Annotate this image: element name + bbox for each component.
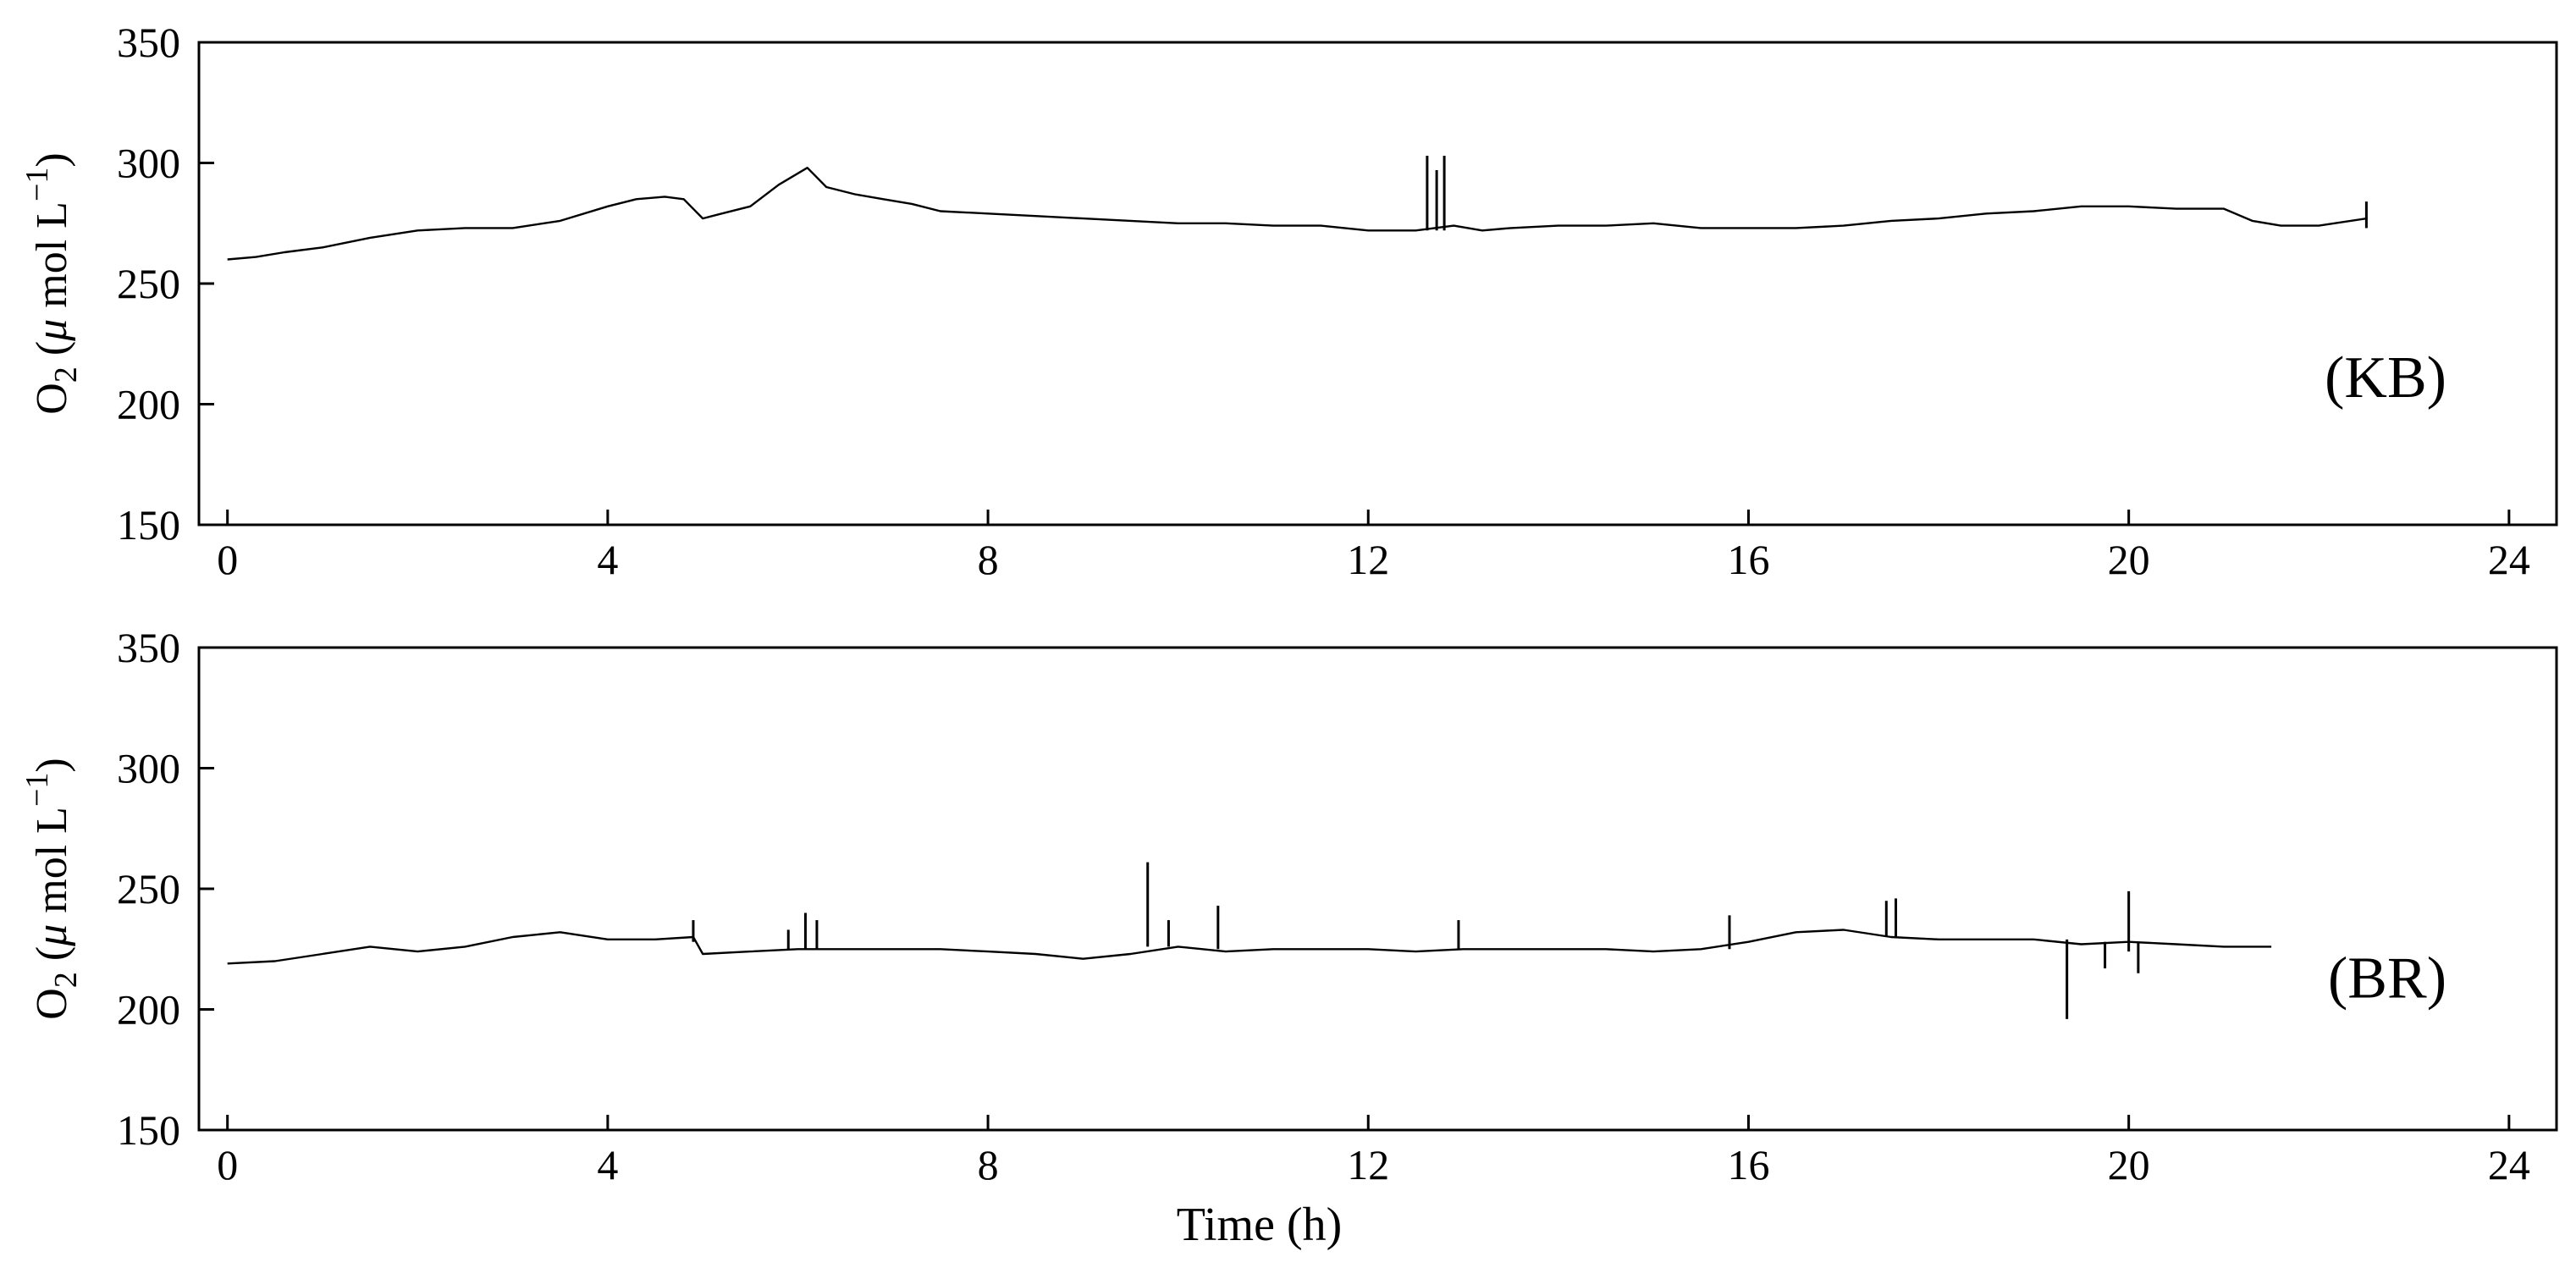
y-tick-label: 200 xyxy=(117,381,180,428)
y-tick-label: 300 xyxy=(117,745,180,792)
y-tick-label: 250 xyxy=(117,865,180,912)
y-axis-label-close: ) xyxy=(28,152,76,167)
x-tick-label: 12 xyxy=(1347,1141,1389,1188)
y-axis-label-prefix: O xyxy=(28,988,76,1020)
x-tick-label: 0 xyxy=(217,1141,238,1188)
y-axis-label-sup: −1 xyxy=(19,773,55,807)
x-tick-label: 4 xyxy=(597,1141,618,1188)
panel-label: (KB) xyxy=(2325,345,2446,411)
x-axis-label: Time (h) xyxy=(1177,1199,1343,1251)
y-axis-label-close: ) xyxy=(28,758,76,772)
panel-label: (BR) xyxy=(2328,945,2446,1011)
y-axis-label-mu: μ xyxy=(28,924,76,947)
panel-br: 0 4 8 12 16 20 24 150 200 250 300 350 O2 (μ mol L−1)… xyxy=(19,624,2558,1251)
o2-series-line xyxy=(227,166,2367,261)
o2-series-line xyxy=(227,929,2272,965)
y-tick-label: 150 xyxy=(117,1106,180,1154)
x-tick-label: 20 xyxy=(2108,1141,2150,1188)
y-axis-label-sub: 2 xyxy=(48,367,84,383)
y-axis-label-unit: mol L xyxy=(28,807,76,924)
y-axis-label-prefix: O xyxy=(28,383,76,415)
y-tick-label: 350 xyxy=(117,624,180,671)
x-tick-label: 8 xyxy=(978,1141,999,1188)
y-axis-label: O2 (μ mol L−1) xyxy=(19,152,84,414)
y-axis-label: O2 (μ mol L−1) xyxy=(19,758,84,1019)
x-tick-label: 8 xyxy=(978,536,999,583)
plot-frame xyxy=(197,646,2558,1132)
y-axis-label-mid: ( xyxy=(28,946,76,972)
x-tick-label: 20 xyxy=(2108,536,2150,583)
y-tick-label: 250 xyxy=(117,260,180,307)
x-tick-label: 12 xyxy=(1347,536,1389,583)
y-axis-label-sub: 2 xyxy=(48,972,84,988)
y-axis-label-mu: μ xyxy=(28,319,76,342)
y-tick-label: 350 xyxy=(117,19,180,66)
plot-frame xyxy=(197,41,2558,526)
x-tick-label: 24 xyxy=(2488,536,2530,583)
x-tick-label: 4 xyxy=(597,536,618,583)
y-tick-label: 150 xyxy=(117,501,180,549)
y-tick-label: 200 xyxy=(117,986,180,1034)
y-axis-label-unit: mol L xyxy=(28,201,76,319)
y-axis-label-sup: −1 xyxy=(19,168,55,201)
x-tick-label: 16 xyxy=(1727,1141,1769,1188)
panel-kb: 0 4 8 12 16 20 24 150 200 250 300 350 O2 (μ mol L−1)… xyxy=(19,19,2558,583)
y-axis-label-mid: ( xyxy=(28,341,76,367)
y-tick-label: 300 xyxy=(117,140,180,187)
x-tick-label: 16 xyxy=(1727,536,1769,583)
x-tick-label: 24 xyxy=(2488,1141,2530,1188)
x-tick-label: 0 xyxy=(217,536,238,583)
